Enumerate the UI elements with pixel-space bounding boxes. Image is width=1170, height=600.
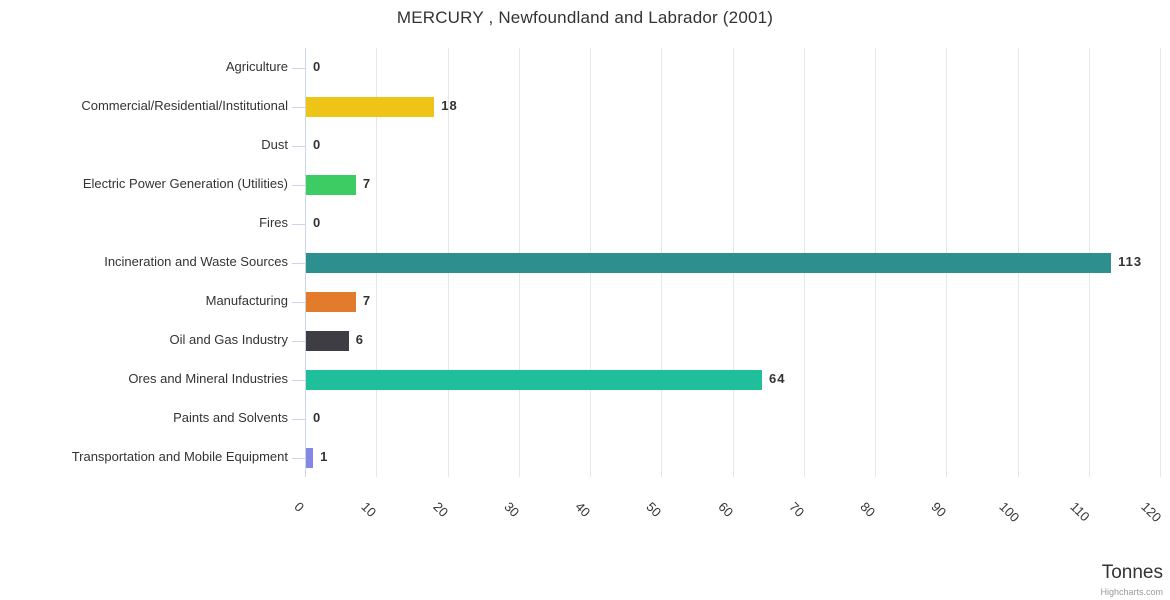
x-axis-tick-label: 120 xyxy=(1138,499,1165,525)
category-label: Agriculture xyxy=(225,58,288,74)
value-label: 18 xyxy=(441,97,458,113)
x-axis-tick-label: 110 xyxy=(1067,499,1093,525)
x-axis-tick-label: 90 xyxy=(928,499,950,520)
bar[interactable] xyxy=(306,96,435,117)
chart-title: MERCURY , Newfoundland and Labrador (200… xyxy=(396,8,774,27)
highcharts-credit-link[interactable]: Highcharts.com xyxy=(1100,587,1163,597)
category-label: Incineration and Waste Sources xyxy=(104,253,288,269)
value-label: 7 xyxy=(362,175,372,191)
x-axis-tick-label: 60 xyxy=(714,499,736,520)
x-axis-tick-label: 0 xyxy=(291,499,308,515)
value-label: 0 xyxy=(313,58,322,74)
gridline xyxy=(1160,48,1161,477)
value-label: 113 xyxy=(1118,253,1143,269)
x-axis-tick-label: 20 xyxy=(429,499,451,520)
category-tick xyxy=(292,379,305,381)
value-label: 1 xyxy=(320,448,329,464)
bar[interactable] xyxy=(306,291,356,312)
x-axis-tick-label: 30 xyxy=(501,499,522,520)
category-label: Ores and Mineral Industries xyxy=(128,370,288,386)
bar[interactable] xyxy=(306,330,349,351)
category-label: Electric Power Generation (Utilities) xyxy=(82,175,288,191)
category-tick xyxy=(292,418,305,420)
category-tick xyxy=(292,457,305,459)
category-tick xyxy=(292,262,305,264)
category-tick xyxy=(292,145,305,147)
category-label: Oil and Gas Industry xyxy=(169,331,289,347)
x-axis-tick-label: 10 xyxy=(358,499,380,520)
category-tick xyxy=(292,340,305,342)
category-label: Dust xyxy=(261,136,288,152)
value-label: 6 xyxy=(355,331,364,347)
y-axis-line xyxy=(305,48,306,477)
x-axis-tick-label: 80 xyxy=(857,499,879,520)
value-label: 7 xyxy=(362,292,372,308)
category-tick xyxy=(292,67,305,69)
category-label: Transportation and Mobile Equipment xyxy=(71,448,288,464)
x-axis-title: Tonnes xyxy=(1101,562,1163,583)
value-label: 0 xyxy=(313,214,322,230)
x-axis-tick-label: 40 xyxy=(572,499,594,520)
category-label: Fires xyxy=(259,214,288,230)
bar[interactable] xyxy=(306,252,1112,273)
category-tick xyxy=(292,223,305,225)
value-label: 0 xyxy=(313,409,322,425)
category-tick xyxy=(292,184,305,186)
category-label: Manufacturing xyxy=(205,292,288,308)
x-axis-tick-label: 100 xyxy=(995,499,1022,525)
category-tick xyxy=(292,301,305,303)
value-label: 0 xyxy=(313,136,322,152)
x-axis-tick-label: 50 xyxy=(643,499,665,520)
bar[interactable] xyxy=(306,174,356,195)
category-label: Commercial/Residential/Institutional xyxy=(81,97,288,113)
category-label: Paints and Solvents xyxy=(173,409,288,425)
x-axis-tick-label: 70 xyxy=(786,499,807,520)
category-tick xyxy=(292,106,305,108)
bar[interactable] xyxy=(306,369,762,390)
bar[interactable] xyxy=(306,447,314,468)
value-label: 64 xyxy=(769,370,786,386)
